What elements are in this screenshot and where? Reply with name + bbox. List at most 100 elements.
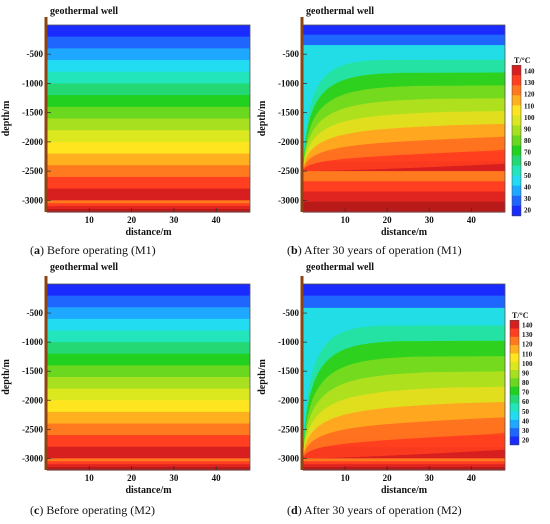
caption-text: After 30 years of operation (M1) (302, 243, 462, 257)
x-axis-label: distance/m (125, 227, 172, 238)
temperature-band (47, 130, 250, 143)
temperature-band-deep (47, 200, 250, 204)
temperature-field (47, 284, 250, 471)
temperature-band-deep (303, 461, 505, 465)
legend-tick-label: 70 (522, 389, 530, 397)
temperature-band-deep (303, 181, 505, 193)
panel-b: geothermal well -500 -1000 -1500 -2000 -2500 -… (257, 6, 535, 257)
panel-caption: (c) Before operating (M2) (30, 503, 155, 517)
y-axis-label: depth/m (257, 359, 268, 395)
temperature-band (47, 60, 250, 73)
legend-swatch (512, 105, 521, 116)
y-tick-label: -500 (283, 49, 300, 59)
legend-swatch (512, 205, 521, 217)
temperature-band-deep (47, 209, 250, 213)
legend-tick-label: 40 (522, 417, 530, 425)
legend-title: T/°C (512, 311, 529, 320)
temperature-band (47, 284, 250, 297)
y-tick-label: -3000 (22, 195, 43, 205)
legend-swatch (512, 195, 521, 207)
temperature-band (303, 295, 505, 308)
y-tick-label: -2500 (278, 424, 299, 434)
legend-tick-label: 20 (522, 437, 530, 445)
temperature-band (47, 446, 250, 459)
panel-c: geothermal well -500 -1000 -1500 -2000 -2500 -… (1, 262, 251, 517)
temperature-field (303, 25, 505, 213)
temperature-band (47, 48, 250, 61)
temperature-field (47, 25, 250, 213)
legend-swatch (512, 155, 521, 166)
y-tick-label: -1000 (278, 337, 299, 347)
y-tick-label: -1500 (22, 366, 43, 376)
caption-paren: ) (39, 503, 43, 517)
well-label: geothermal well (306, 6, 374, 17)
x-tick-label: 40 (212, 215, 222, 225)
legend-tick-label: 30 (524, 195, 532, 203)
legend-swatch (512, 75, 521, 86)
x-axis-label: distance/m (381, 485, 428, 496)
temperature-band (303, 25, 505, 36)
x-tick-label: 30 (425, 215, 435, 225)
caption-letter: d (291, 503, 298, 517)
caption-letter: b (291, 243, 298, 257)
x-tick-label: 10 (341, 215, 351, 225)
temperature-band (47, 71, 250, 85)
legend-swatch (512, 65, 521, 76)
y-tick-label: -1500 (278, 108, 299, 118)
y-tick-label: -3000 (278, 195, 299, 205)
temperature-band (47, 25, 250, 38)
x-tick-label: 20 (127, 215, 137, 225)
temperature-field (303, 284, 505, 471)
y-axis-label: depth/m (257, 100, 268, 136)
x-axis-label: distance/m (381, 227, 428, 238)
temperature-band (47, 295, 250, 308)
legend-swatch (510, 370, 519, 379)
caption-text: Before operating (M1) (44, 243, 156, 257)
legend-swatch (510, 361, 519, 371)
legend-tick-label: 120 (522, 341, 533, 349)
temperature-band (47, 176, 250, 190)
legend-swatch (510, 328, 519, 338)
legend-tick-label: 100 (522, 360, 533, 368)
legend-tick-label: 130 (524, 79, 535, 87)
cooled-isoband (303, 284, 505, 459)
legend-swatch (512, 165, 521, 177)
caption-letter: a (34, 243, 40, 257)
legend-swatch (510, 419, 519, 429)
x-tick-label: 40 (212, 473, 222, 483)
temperature-band (47, 353, 250, 366)
temperature-band (47, 83, 250, 96)
temperature-band (303, 34, 505, 46)
x-tick-label: 10 (85, 215, 95, 225)
legend-tick-label: 110 (524, 102, 535, 110)
temperature-band (47, 377, 250, 390)
legend-tick-label: 60 (524, 160, 532, 168)
temperature-band (47, 388, 250, 401)
x-tick-label: 30 (425, 473, 435, 483)
legend-tick-label: 90 (522, 369, 530, 377)
temperature-band-deep (47, 458, 250, 462)
temperature-band (47, 141, 250, 155)
x-tick-label: 30 (169, 473, 179, 483)
caption-paren: ) (40, 243, 44, 257)
caption-paren: ( (287, 503, 291, 517)
legend-swatch (510, 428, 519, 437)
legend-tick-label: 110 (522, 350, 533, 358)
y-tick-label: -2000 (22, 137, 43, 147)
legend-tick-label: 90 (524, 125, 532, 133)
temperature-band-deep (303, 201, 505, 213)
legend-swatch (510, 436, 519, 446)
well-label: geothermal well (50, 262, 118, 273)
y-tick-label: -3000 (278, 453, 299, 463)
legend-swatch (512, 175, 521, 187)
panel-d: geothermal well -500 -1000 -1500 -2000 -2500 -… (257, 262, 533, 517)
legend-tick-label: 30 (522, 427, 530, 435)
x-tick-label: 10 (85, 473, 95, 483)
caption-paren: ) (298, 503, 302, 517)
legend-swatch (510, 336, 519, 346)
legend-tick-label: 20 (524, 207, 532, 215)
caption-paren: ( (287, 243, 291, 257)
